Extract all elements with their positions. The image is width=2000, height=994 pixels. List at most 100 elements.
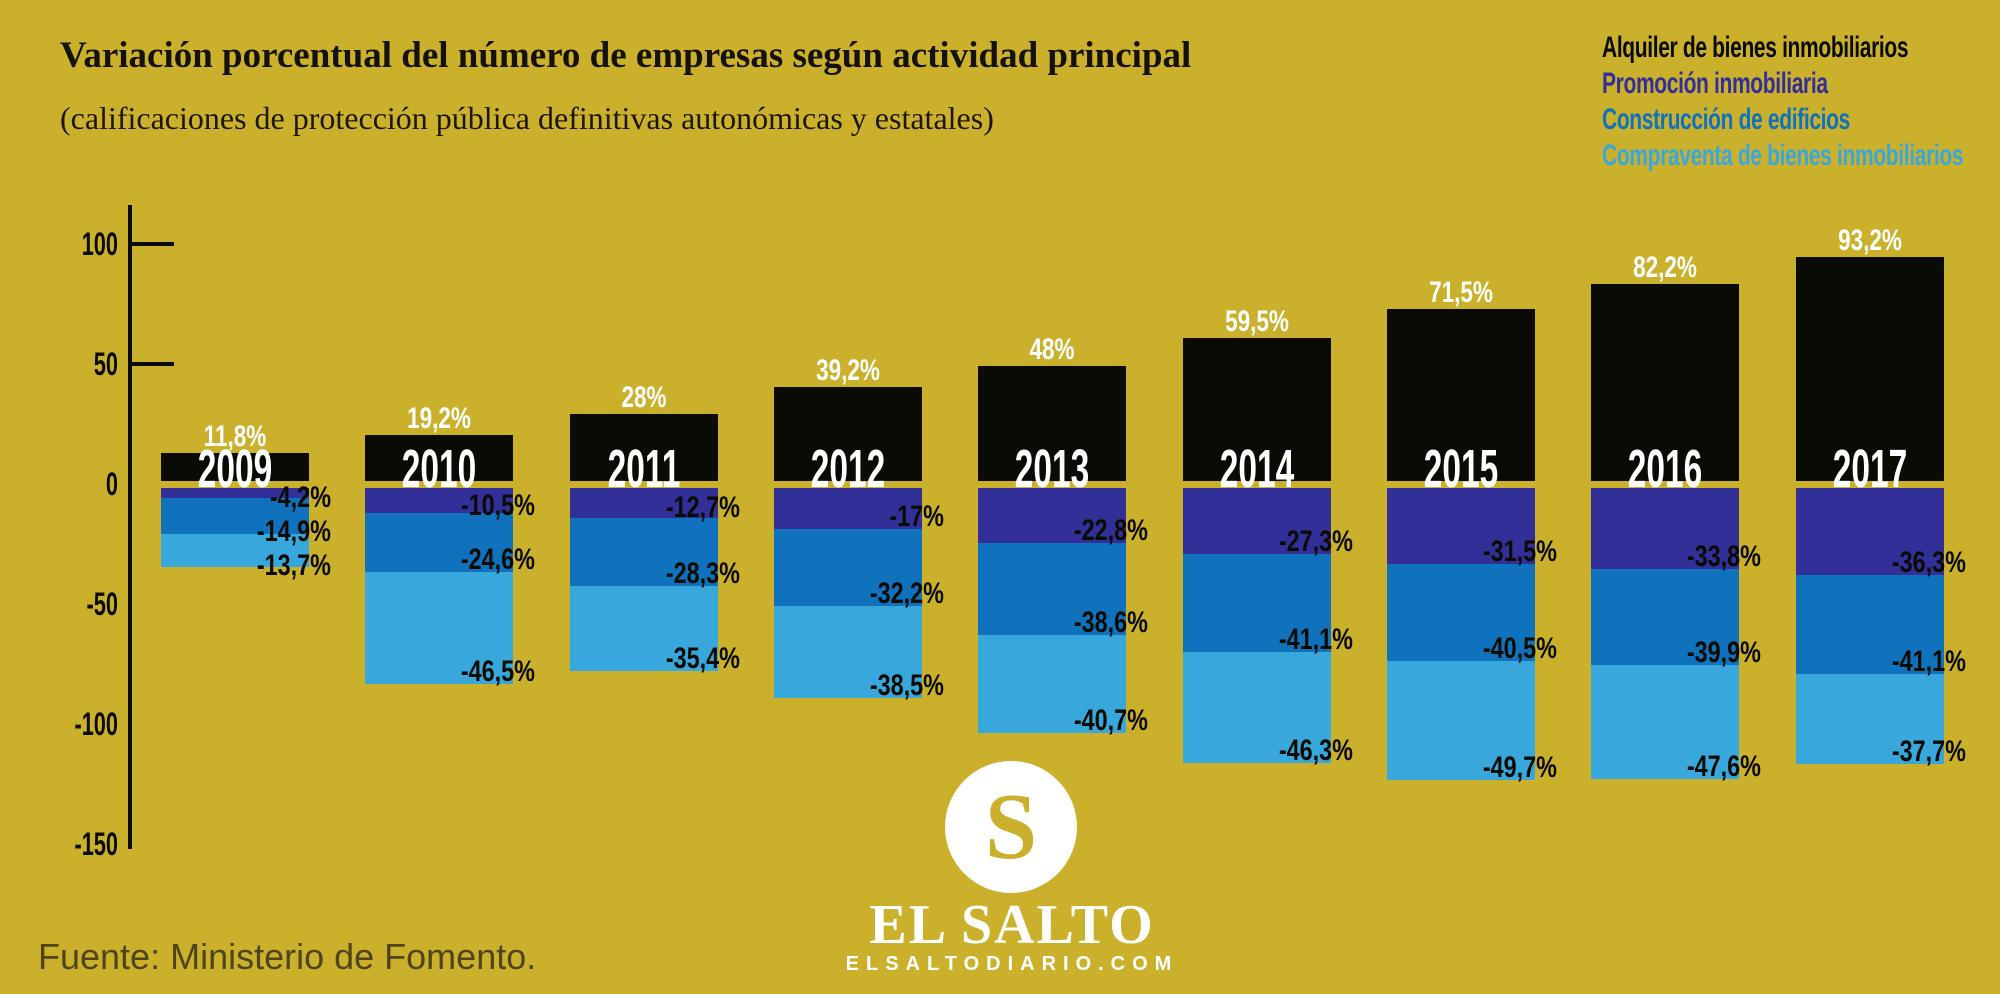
y-axis-tick [128, 242, 174, 246]
bar-segment-2011-alquiler [569, 413, 718, 481]
bar-value-label-2011-2: -28,3% [665, 557, 740, 591]
bar-year-label-2011: 2011 [607, 439, 680, 499]
bar-segment-2010-alquiler [365, 434, 514, 481]
bar-value-label-2013-3: -40,7% [1074, 704, 1149, 738]
bar-value-label-2012-alquiler: 39,2% [816, 353, 880, 387]
bar-segment-2010-1 [365, 488, 514, 514]
bar-segment-2015-2 [1386, 563, 1535, 661]
bar-segment-2009-1 [161, 488, 309, 499]
y-axis-tick-label: 0 [105, 466, 118, 502]
bar-segment-2012-alquiler [773, 386, 922, 481]
bar-segment-2016-1 [1591, 488, 1740, 570]
legend-label-alquiler: Alquiler de bienes inmobiliarios [1602, 31, 1909, 64]
y-axis-tick-label: -100 [74, 706, 118, 742]
bar-value-label-2015-2: -40,5% [1482, 631, 1557, 665]
bar-value-label-2014-1: -27,3% [1278, 524, 1353, 558]
bar-value-label-2015-alquiler: 71,5% [1429, 276, 1493, 310]
y-axis-tick-label: 100 [81, 226, 118, 262]
bar-value-label-2010-1: -10,5% [461, 488, 536, 522]
logo-monogram: S [984, 775, 1038, 879]
bar-year-label-2010: 2010 [402, 439, 477, 499]
bar-segment-2017-2 [1795, 575, 1944, 674]
bar-segment-2012-3 [773, 606, 922, 699]
legend: Alquiler de bienes inmobiliarios Promoci… [1602, 30, 2000, 174]
bar-segment-2017-1 [1795, 488, 1944, 576]
bar-value-label-2010-3: -46,5% [461, 654, 536, 688]
bar-segment-2013-alquiler [978, 365, 1127, 481]
y-axis-line [128, 205, 132, 849]
legend-item-construccion: Construcción de edificios [1602, 102, 2000, 138]
bar-year-label-2009: 2009 [197, 439, 273, 499]
bar-year-label-2014: 2014 [1219, 439, 1294, 499]
bar-segment-2011-3 [569, 586, 718, 672]
bar-segment-2014-2 [1182, 553, 1331, 653]
bar-segment-2015-alquiler [1386, 309, 1535, 481]
legend-label-compraventa: Compraventa de bienes inmobiliarios [1602, 139, 1964, 172]
bar-segment-2009-alquiler [161, 452, 309, 481]
bar-value-label-2014-alquiler: 59,5% [1224, 305, 1289, 339]
bar-segment-2016-3 [1591, 664, 1740, 780]
logo-site-url: ELSALTODIARIO.COM [845, 953, 1179, 975]
bar-segment-2014-alquiler [1182, 338, 1331, 481]
bar-segment-2009-3 [161, 533, 309, 567]
bar-value-label-2012-2: -32,2% [869, 577, 944, 611]
bar-value-label-2015-1: -31,5% [1482, 534, 1557, 568]
source-note: Fuente: Ministerio de Fomento. [38, 936, 537, 977]
bar-value-label-2010-2: -24,6% [461, 543, 536, 577]
bar-segment-2015-3 [1386, 660, 1535, 781]
bar-value-label-2009-3: -13,7% [256, 549, 331, 583]
bar-segment-2013-3 [978, 635, 1127, 734]
bar-value-label-2016-3: -47,6% [1687, 750, 1762, 784]
bar-value-label-2013-1: -22,8% [1074, 513, 1149, 547]
legend-item-promocion: Promoción inmobiliaria [1602, 66, 2000, 102]
bar-value-label-2011-3: -35,4% [665, 642, 740, 676]
y-axis-tick-label: 50 [93, 346, 118, 382]
chart-title: Variación porcentual del número de empre… [60, 35, 1192, 76]
bar-value-label-2010-alquiler: 19,2% [407, 401, 472, 435]
bar-value-label-2016-1: -33,8% [1687, 540, 1762, 574]
bar-value-label-2013-alquiler: 48% [1029, 332, 1075, 366]
bar-segment-2013-2 [978, 542, 1127, 636]
bar-segment-2015-1 [1386, 488, 1535, 564]
y-axis-tick-label: -50 [86, 586, 118, 622]
bar-value-label-2017-3: -37,7% [1891, 735, 1966, 769]
bar-value-label-2017-1: -36,3% [1891, 546, 1966, 580]
bar-value-label-2009-alquiler: 11,8% [203, 419, 267, 453]
bar-segment-2012-2 [773, 528, 922, 607]
y-axis-tick [128, 362, 174, 366]
bar-value-label-2016-2: -39,9% [1687, 635, 1762, 669]
bar-year-label-2015: 2015 [1423, 439, 1499, 499]
bar-segment-2016-2 [1591, 569, 1740, 665]
bar-segment-2014-1 [1182, 488, 1331, 554]
legend-label-construccion: Construcción de edificios [1602, 103, 1850, 136]
bar-value-label-2009-2: -14,9% [256, 515, 331, 549]
bar-segment-2016-alquiler [1591, 283, 1740, 481]
legend-label-promocion: Promoción inmobiliaria [1602, 67, 1828, 100]
bar-value-label-2014-3: -46,3% [1278, 734, 1353, 768]
bar-segment-2014-3 [1182, 652, 1331, 764]
bar-segment-2010-3 [365, 572, 514, 684]
bar-year-label-2016: 2016 [1628, 439, 1703, 499]
bar-value-label-2012-1: -17% [889, 499, 944, 533]
bar-value-label-2016-alquiler: 82,2% [1633, 250, 1698, 284]
bar-year-label-2017: 2017 [1832, 439, 1907, 499]
legend-item-alquiler: Alquiler de bienes inmobiliarios [1602, 30, 2000, 66]
bar-segment-2011-1 [569, 488, 718, 519]
bar-value-label-2012-3: -38,5% [869, 669, 944, 703]
chart-subtitle: (calificaciones de protección pública de… [60, 100, 994, 136]
bar-value-label-2014-2: -41,1% [1278, 623, 1353, 657]
bar-value-label-2017-alquiler: 93,2% [1837, 224, 1902, 258]
legend-item-compraventa: Compraventa de bienes inmobiliarios [1602, 138, 2000, 174]
bar-segment-2017-3 [1795, 673, 1944, 765]
bar-value-label-2009-1: -4,2% [269, 481, 331, 515]
bar-year-label-2012: 2012 [810, 439, 886, 499]
logo-name: EL SALTO [869, 894, 1155, 956]
bar-year-label-2013: 2013 [1015, 439, 1090, 499]
bar-segment-2011-2 [569, 518, 718, 587]
bar-segment-2013-1 [978, 488, 1127, 543]
bar-value-label-2011-alquiler: 28% [621, 380, 667, 414]
bar-segment-2012-1 [773, 488, 922, 529]
bar-value-label-2017-2: -41,1% [1891, 644, 1966, 678]
y-axis-tick-label: -150 [74, 826, 118, 862]
